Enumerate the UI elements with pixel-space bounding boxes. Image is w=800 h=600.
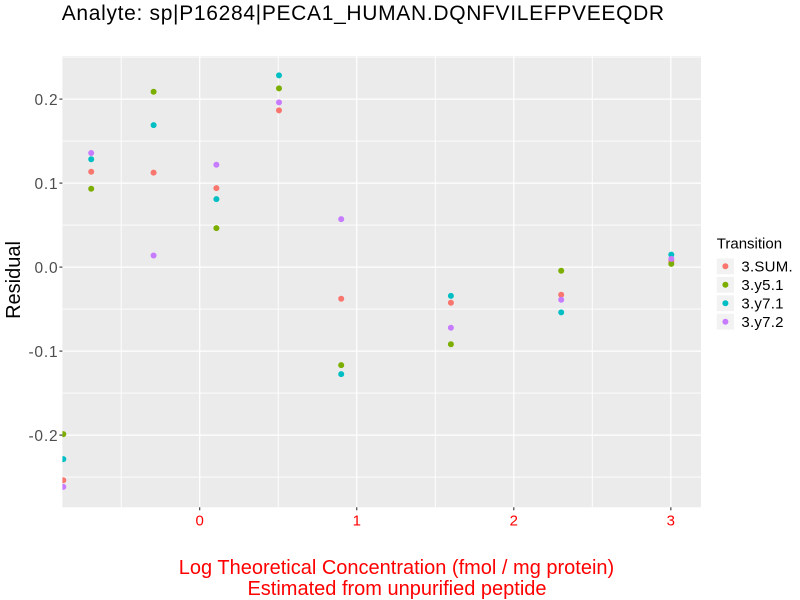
svg-text:3.y7.2: 3.y7.2	[741, 314, 783, 331]
svg-text:-0.2: -0.2	[28, 428, 58, 445]
svg-text:3.SUM.: 3.SUM.	[741, 259, 793, 276]
svg-text:-0.1: -0.1	[28, 344, 58, 361]
svg-text:Log Theoretical Concentration: Log Theoretical Concentration (fmol / mg…	[179, 557, 614, 579]
svg-text:3.y5.1: 3.y5.1	[741, 277, 783, 294]
svg-text:0.0: 0.0	[34, 260, 58, 277]
svg-text:0.2: 0.2	[34, 92, 58, 109]
svg-text:2: 2	[510, 513, 518, 530]
svg-text:3.y7.1: 3.y7.1	[741, 296, 783, 313]
svg-text:3: 3	[667, 513, 675, 530]
svg-text:Estimated from unpurified pept: Estimated from unpurified peptide	[247, 578, 546, 600]
svg-text:Residual: Residual	[3, 241, 25, 319]
svg-text:Transition: Transition	[717, 236, 782, 253]
svg-text:Analyte: sp|P16284|PECA1_HUMAN: Analyte: sp|P16284|PECA1_HUMAN.DQNFVILEF…	[62, 2, 665, 25]
svg-text:0.1: 0.1	[34, 176, 58, 193]
svg-text:1: 1	[353, 513, 361, 530]
svg-text:0: 0	[196, 513, 204, 530]
